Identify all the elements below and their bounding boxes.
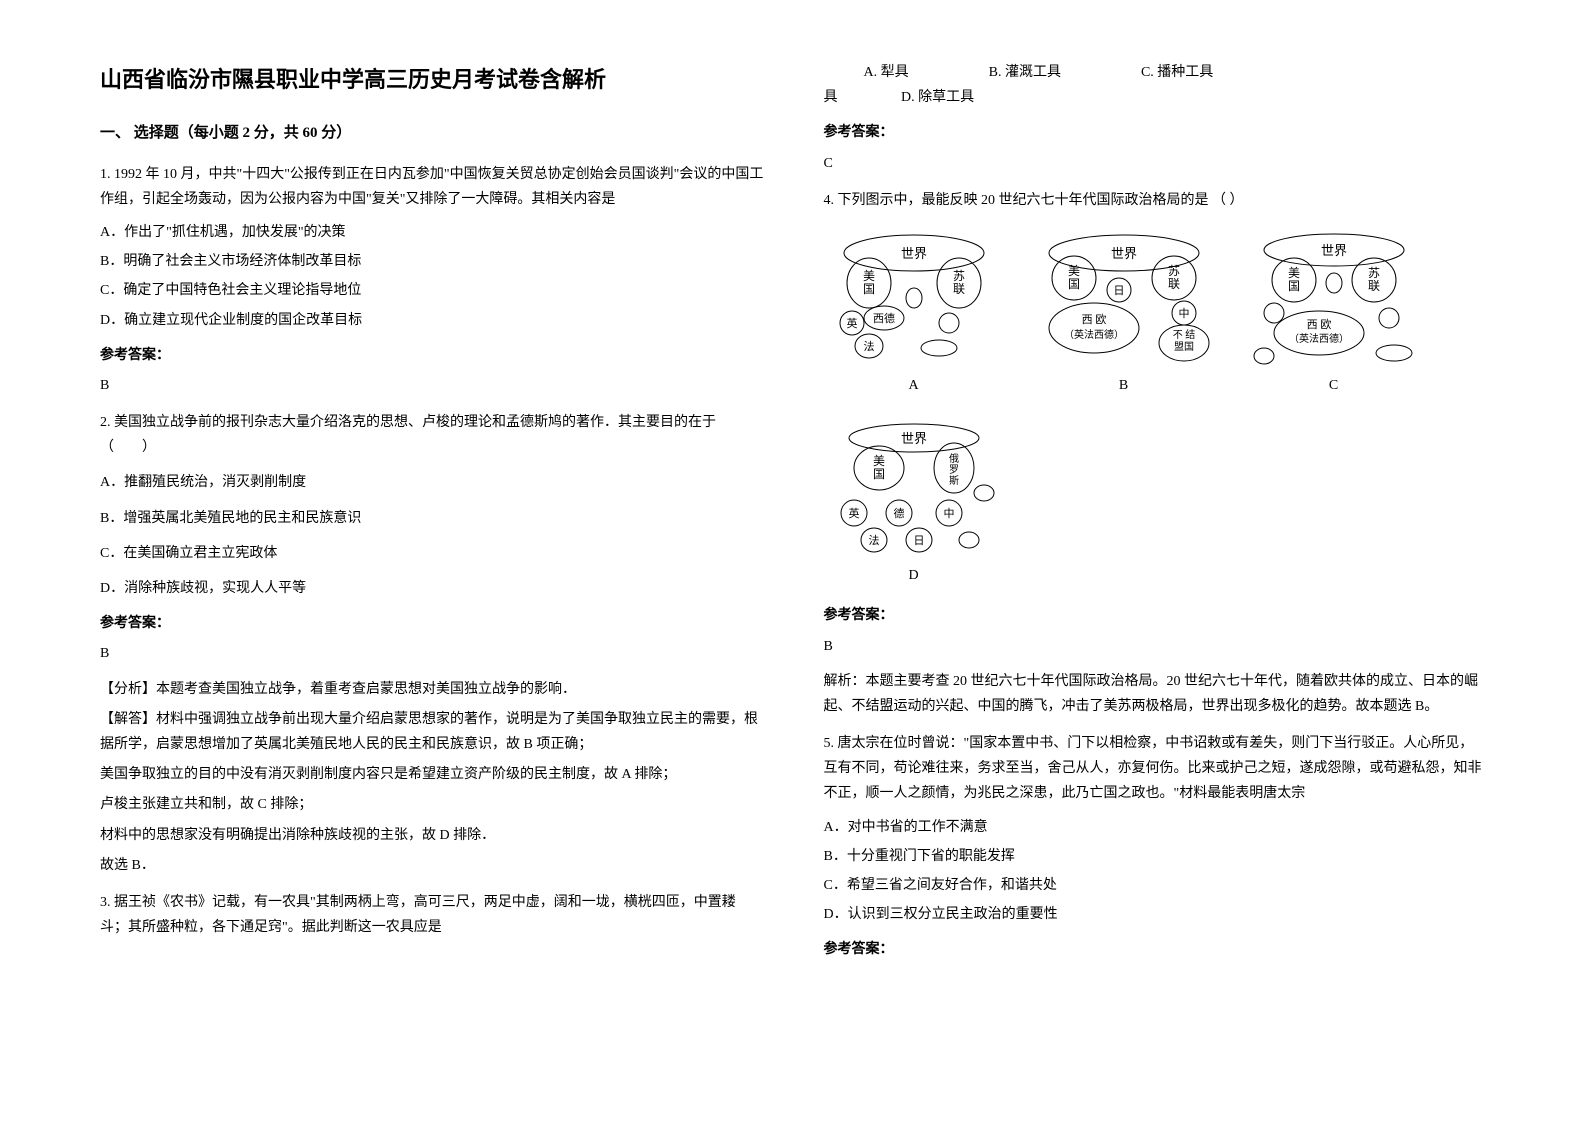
analysis-line: 美国争取独立的目的中没有消灭剥削制度内容只是希望建立资产阶级的民主制度，故 A … [100, 762, 764, 787]
svg-text:美: 美 [1287, 266, 1299, 280]
svg-text:（英法西德）: （英法西德） [1289, 332, 1349, 345]
question-3-options: A. 犁具 B. 灌溉工具 C. 播种工具 具 D. 除草工具 参考答案： C [824, 60, 1488, 176]
diagram-label: C [1329, 373, 1338, 398]
question-3: 3. 据王祯《农书》记载，有一农具"其制两柄上弯，高可三尺，两足中虚，阔和一垅，… [100, 890, 764, 940]
option-c: C．希望三省之间友好合作，和谐共处 [824, 873, 1488, 898]
answer: B [100, 373, 764, 398]
svg-text:英: 英 [846, 316, 857, 330]
option-c: C．在美国确立君主立宪政体 [100, 541, 764, 566]
analysis-line: 故选 B． [100, 853, 764, 878]
svg-text:美: 美 [862, 269, 874, 283]
svg-text:联: 联 [1367, 279, 1379, 293]
diagram-container: 世界 美 国 苏 联 英 西德 法 [824, 228, 1488, 588]
answer: B [824, 634, 1488, 659]
question-text: 4. 下列图示中，最能反映 20 世纪六七十年代国际政治格局的是 （ ） [824, 188, 1488, 213]
world-label: 世界 [900, 246, 926, 261]
svg-text:国: 国 [862, 282, 874, 296]
analysis-line: 【分析】本题考查美国独立战争，着重考查启蒙思想对美国独立战争的影响． [100, 677, 764, 702]
answer-label: 参考答案： [824, 937, 1488, 962]
option-a: A．对中书省的工作不满意 [824, 815, 1488, 840]
svg-text:西 欧: 西 欧 [1081, 313, 1106, 326]
answer-label: 参考答案： [824, 603, 1488, 628]
svg-text:世界: 世界 [1320, 243, 1346, 258]
svg-text:英: 英 [848, 506, 859, 520]
option-c-cont: 具 [824, 90, 838, 105]
svg-text:国: 国 [872, 467, 884, 481]
svg-text:国: 国 [1287, 279, 1299, 293]
svg-text:联: 联 [952, 282, 964, 296]
option-c: C. 播种工具 [1141, 60, 1213, 85]
svg-text:国: 国 [1067, 277, 1079, 291]
question-text: 1. 1992 年 10 月，中共"十四大"公报传到正在日内瓦参加"中国恢复关贸… [100, 162, 764, 212]
question-5: 5. 唐太宗在位时曾说："国家本置中书、门下以相检察，中书诏敕或有差失，则门下当… [824, 731, 1488, 963]
analysis-line: 【解答】材料中强调独立战争前出现大量介绍启蒙思想家的著作，说明是为了美国争取独立… [100, 707, 764, 757]
analysis-line: 解析：本题主要考查 20 世纪六七十年代国际政治格局。20 世纪六七十年代，随着… [824, 669, 1488, 719]
svg-text:日: 日 [1113, 285, 1124, 297]
option-b: B．增强英属北美殖民地的民主和民族意识 [100, 506, 764, 531]
svg-text:法: 法 [863, 339, 874, 353]
option-c: C．确定了中国特色社会主义理论指导地位 [100, 278, 764, 303]
analysis-line: 卢梭主张建立共和制，故 C 排除； [100, 792, 764, 817]
svg-text:日: 日 [913, 535, 924, 547]
svg-text:中: 中 [1178, 307, 1189, 320]
svg-text:（英法西德）: （英法西德） [1064, 328, 1124, 341]
question-text: 5. 唐太宗在位时曾说："国家本置中书、门下以相检察，中书诏敕或有差失，则门下当… [824, 731, 1488, 807]
svg-text:德: 德 [893, 506, 904, 520]
svg-text:美: 美 [1067, 264, 1079, 278]
svg-text:世界: 世界 [1110, 246, 1136, 261]
question-1: 1. 1992 年 10 月，中共"十四大"公报传到正在日内瓦参加"中国恢复关贸… [100, 162, 764, 399]
answer: C [824, 151, 1488, 176]
option-b: B．明确了社会主义市场经济体制改革目标 [100, 249, 764, 274]
option-d: D．认识到三权分立民主政治的重要性 [824, 902, 1488, 927]
question-text: 2. 美国独立战争前的报刊杂志大量介绍洛克的思想、卢梭的理论和孟德斯鸠的著作．其… [100, 410, 764, 460]
question-2: 2. 美国独立战争前的报刊杂志大量介绍洛克的思想、卢梭的理论和孟德斯鸠的著作．其… [100, 410, 764, 878]
svg-text:苏: 苏 [1367, 266, 1379, 280]
svg-text:西 欧: 西 欧 [1306, 318, 1331, 331]
svg-text:苏: 苏 [952, 269, 964, 283]
diagram-c: 世界 美 国 苏 联 西 欧 （英法西德） [1244, 228, 1424, 398]
option-d: D．确立建立现代企业制度的国企改革目标 [100, 308, 764, 333]
option-d: D. 除草工具 [901, 90, 974, 105]
left-column: 山西省临汾市隰县职业中学高三历史月考试卷含解析 一、 选择题（每小题 2 分，共… [100, 60, 764, 975]
option-b: B. 灌溉工具 [989, 60, 1061, 85]
diagram-label: A [908, 373, 918, 398]
svg-text:中: 中 [943, 507, 954, 520]
answer-label: 参考答案： [100, 611, 764, 636]
diagram-d: 世界 美 国 俄 罗 斯 英 德 中 [824, 418, 1004, 588]
diagram-label: B [1119, 373, 1128, 398]
svg-text:盟国: 盟国 [1174, 341, 1194, 353]
option-d: D．消除种族歧视，实现人人平等 [100, 576, 764, 601]
document-page: 山西省临汾市隰县职业中学高三历史月考试卷含解析 一、 选择题（每小题 2 分，共… [100, 60, 1487, 975]
option-a: A．推翻殖民统治，消灭剥削制度 [100, 470, 764, 495]
svg-text:美: 美 [872, 454, 884, 468]
svg-text:罗: 罗 [949, 464, 959, 476]
answer-label: 参考答案： [100, 343, 764, 368]
svg-text:西德: 西德 [873, 311, 895, 325]
svg-text:斯: 斯 [949, 474, 959, 487]
svg-text:不 结: 不 结 [1172, 328, 1195, 341]
svg-text:法: 法 [868, 533, 879, 547]
svg-text:联: 联 [1167, 277, 1179, 291]
option-a: A．作出了"抓住机遇，加快发展"的决策 [100, 220, 764, 245]
question-4: 4. 下列图示中，最能反映 20 世纪六七十年代国际政治格局的是 （ ） 世界 … [824, 188, 1488, 719]
analysis-line: 材料中的思想家没有明确提出消除种族歧视的主张，故 D 排除． [100, 823, 764, 848]
question-text: 3. 据王祯《农书》记载，有一农具"其制两柄上弯，高可三尺，两足中虚，阔和一垅，… [100, 890, 764, 940]
option-b: B．十分重视门下省的职能发挥 [824, 844, 1488, 869]
answer-label: 参考答案： [824, 120, 1488, 145]
svg-text:世界: 世界 [900, 431, 926, 446]
diagram-a: 世界 美 国 苏 联 英 西德 法 [824, 228, 1004, 398]
svg-text:苏: 苏 [1167, 264, 1179, 278]
section-title: 一、 选择题（每小题 2 分，共 60 分） [100, 120, 764, 147]
svg-text:俄: 俄 [949, 453, 959, 465]
right-column: A. 犁具 B. 灌溉工具 C. 播种工具 具 D. 除草工具 参考答案： C … [824, 60, 1488, 975]
diagram-label: D [908, 563, 918, 588]
diagram-b: 世界 美 国 苏 联 日 中 西 欧 （英法西德） [1024, 228, 1224, 398]
option-a: A. 犁具 [864, 60, 909, 85]
document-title: 山西省临汾市隰县职业中学高三历史月考试卷含解析 [100, 60, 764, 100]
answer: B [100, 641, 764, 666]
